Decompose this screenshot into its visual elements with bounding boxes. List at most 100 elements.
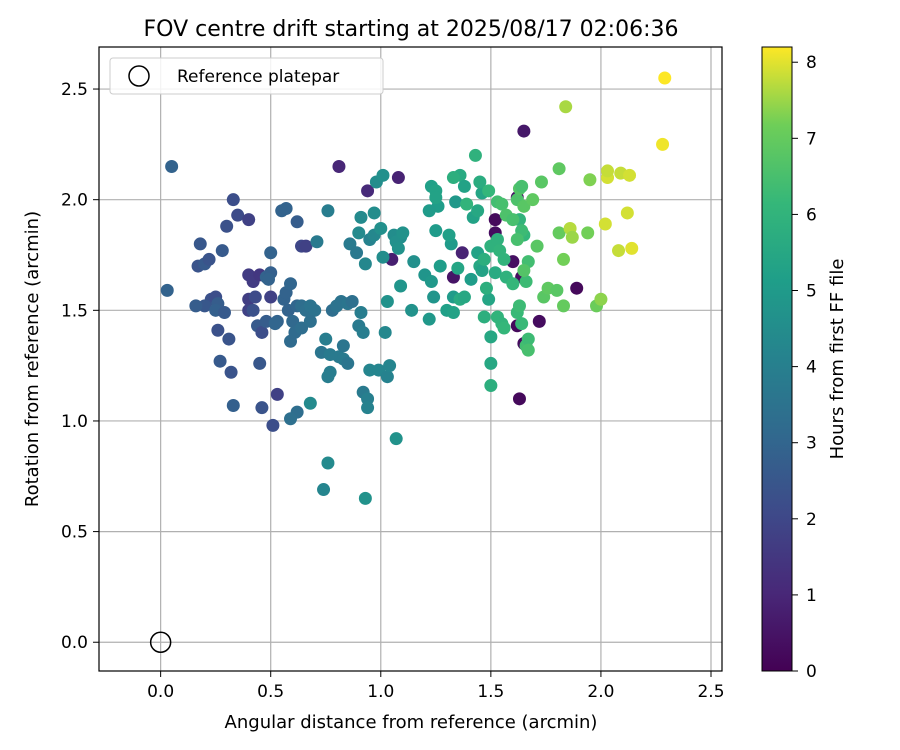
scatter-point [290,215,304,229]
scatter-point [270,387,284,401]
y-axis-label: Rotation from reference (arcmin) [22,211,43,507]
scatter-point [556,252,570,266]
scatter-point [488,266,502,280]
scatter-point [217,306,231,320]
scatter-point [506,277,520,291]
scatter-point [361,184,375,198]
chart-title: FOV centre drift starting at 2025/08/17 … [144,17,679,42]
scatter-point [515,179,529,193]
scatter-point [310,235,324,249]
scatter-point [248,290,262,304]
scatter-point [295,321,309,335]
scatter-point [422,204,436,218]
scatter-point [623,168,637,182]
scatter-point [552,226,566,240]
scatter-point [358,491,372,505]
scatter-point [343,237,357,251]
scatter-point [455,246,469,260]
scatter-point [512,299,526,313]
scatter-point [442,228,456,242]
scatter-point [376,250,390,264]
scatter-point [429,224,443,238]
scatter-point [556,299,570,313]
reference-point [149,631,172,653]
scatter-point [429,190,443,204]
legend: Reference platepar [109,57,384,95]
scatter-point [656,137,670,151]
scatter-point [517,124,531,138]
x-tick-label-0: 0.0 [147,682,174,702]
scatter-point [521,343,535,357]
scatter-point [612,244,626,258]
scatter-point [367,206,381,220]
scatter-point [512,392,526,406]
scatter-point [284,277,298,291]
scatter-point [215,244,229,258]
scatter-point [332,159,346,173]
scatter-point [495,197,509,211]
scatter-point [345,294,359,308]
scatter-point [446,306,460,320]
scatter-point [515,317,529,331]
scatter-point [473,175,487,189]
scatter-point [601,164,615,178]
scatter-point [226,193,240,207]
scatter-point [354,210,368,224]
scatter-point [341,356,355,370]
scatter-point [303,396,317,410]
scatter-point [284,412,298,426]
scatter-point [521,332,535,346]
scatter-point [354,306,368,320]
scatter-point [396,226,410,240]
scatter-point [484,379,498,393]
legend-marker-reference [128,65,150,87]
scatter-point [189,299,203,313]
colorbar-tick-label-7: 7 [806,129,817,149]
scatter-point [422,312,436,326]
scatter-point [317,483,331,497]
scatter-point [213,354,227,368]
scatter-point [299,239,313,253]
scatter-point [165,159,179,173]
scatter-point [446,171,460,185]
scatter-point [378,325,392,339]
scatter-point [211,323,225,337]
x-axis-label: Angular distance from reference (arcmin) [225,712,598,733]
scatter-point [380,294,394,308]
scatter-point [224,365,238,379]
colorbar-tick-label-1: 1 [806,586,817,606]
x-axis-ticks: 0.0 0.5 1.0 1.5 2.0 2.5 [147,671,725,702]
scatter-point [658,71,672,85]
scatter-point [321,456,335,470]
scatter-point [427,290,441,304]
scatter-point [497,252,511,266]
scatter-point [479,281,493,295]
scatter-point [517,263,531,277]
scatter-point [583,173,597,187]
scatter-point [405,303,419,317]
scatter-point [477,310,491,324]
plot-area-frame [98,46,723,672]
scatter-point [559,100,573,114]
scatter-point [477,252,491,266]
scatter-point [482,184,496,198]
scatter-point [460,197,474,211]
colorbar-tick-label-3: 3 [806,434,817,454]
scatter-point [625,241,639,255]
x-tick-label-4: 2.0 [587,682,614,702]
y-tick-label-4: 2.0 [61,191,88,211]
grid-lines [99,47,722,671]
scatter-point [598,217,612,231]
scatter-point [350,246,364,260]
y-tick-label-1: 0.5 [61,523,88,543]
scatter-point [376,168,390,182]
scatter-point [336,339,350,353]
scatter-point [534,175,548,189]
scatter-point [389,432,403,446]
scatter-point [570,281,584,295]
scatter-point [321,370,335,384]
scatter-point [279,202,293,216]
scatter-point [226,398,240,412]
x-tick-label-1: 0.5 [257,682,284,702]
